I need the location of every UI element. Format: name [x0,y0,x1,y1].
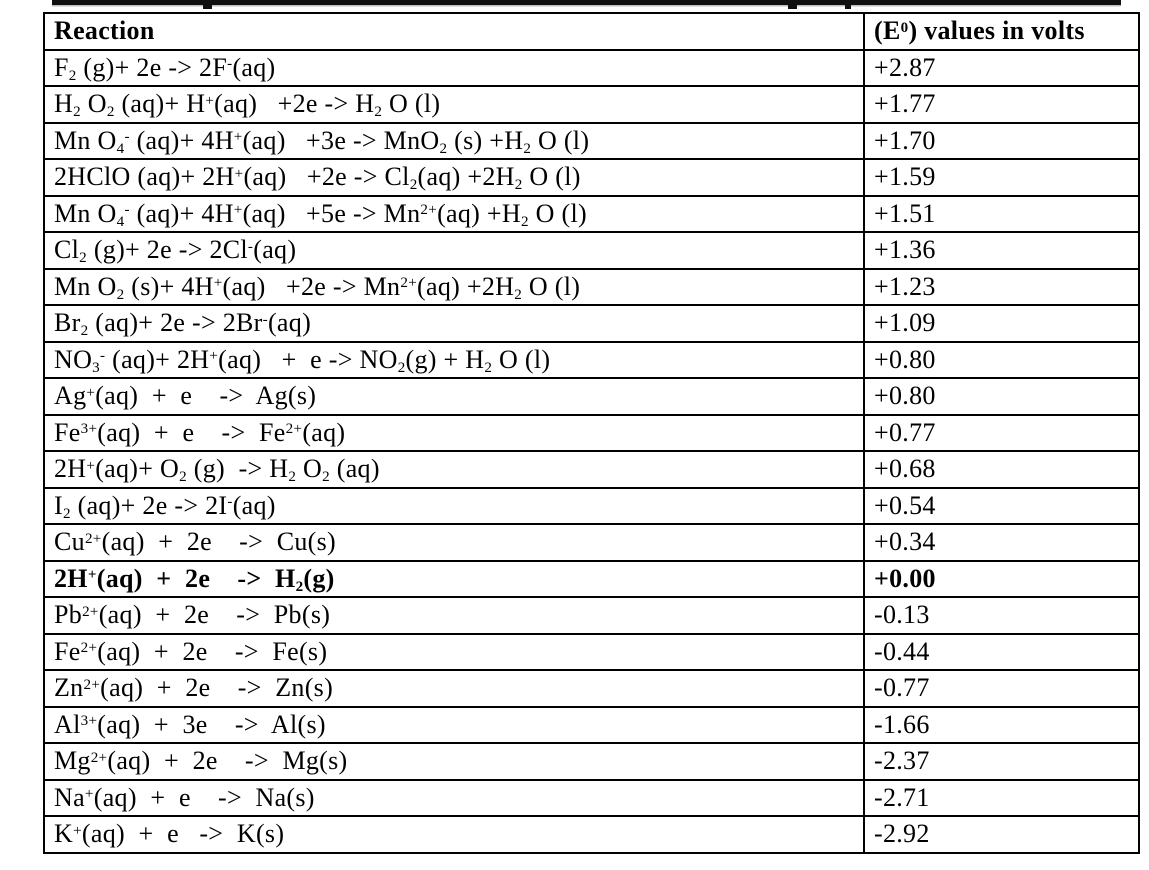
table-row: Cl2 (g)+ 2e -> 2Cl-(aq) +1.36 [43,231,1140,270]
potential-value-cell: +1.70 [863,121,1140,160]
reaction-cell: H2 O2 (aq)+ H+(aq) +2e -> H2 O (l) [43,85,865,124]
reaction-cell: Cu2+(aq) + 2e -> Cu(s) [43,523,865,562]
potential-value-cell: -2.71 [863,778,1140,817]
reaction-cell: Mn O4- (aq)+ 4H+(aq) +3e -> MnO2 (s) +H2… [43,121,865,160]
reaction-cell: Br2 (aq)+ 2e -> 2Br-(aq) [43,304,865,343]
potential-value-cell: -2.92 [863,815,1140,854]
table-row: F2 (g)+ 2e -> 2F-(aq) +2.87 [43,48,1140,87]
potential-value-cell: -1.66 [863,705,1140,744]
table-row: Fe2+(aq) + 2e -> Fe(s) -0.44 [43,632,1140,671]
table-row: Cu2+(aq) + 2e -> Cu(s) +0.34 [43,523,1140,562]
reaction-cell: K+(aq) + e -> K(s) [43,815,865,854]
table-row: Br2 (aq)+ 2e -> 2Br-(aq) +1.09 [43,304,1140,343]
potential-value-cell: +0.80 [863,377,1140,416]
table-row: 2H+(aq)+ O2 (g) -> H2 O2 (aq) +0.68 [43,450,1140,489]
potential-value-cell: +1.36 [863,231,1140,270]
table-row: Na+(aq) + e -> Na(s) -2.71 [43,778,1140,817]
title-descender-mark [203,4,212,9]
header-row: Reaction (E0) values in volts [43,12,1140,51]
table-row: Mn O4- (aq)+ 4H+(aq) +5e -> Mn2+(aq) +H2… [43,194,1140,233]
table-row: NO3- (aq)+ 2H+(aq) + e -> NO2(g) + H2 O … [43,340,1140,379]
potential-value-cell: -2.37 [863,742,1140,781]
table-row: Mn O2 (s)+ 4H+(aq) +2e -> Mn2+(aq) +2H2 … [43,267,1140,306]
table-row: Pb2+(aq) + 2e -> Pb(s) -0.13 [43,596,1140,635]
table-row: Mg2+(aq) + 2e -> Mg(s) -2.37 [43,742,1140,781]
potential-value-cell: +0.68 [863,450,1140,489]
table-row: 2HClO (aq)+ 2H+(aq) +2e -> Cl2(aq) +2H2 … [43,158,1140,197]
potential-value-cell: -0.44 [863,632,1140,671]
potential-value-cell: -0.77 [863,669,1140,708]
potential-value-cell: +1.77 [863,85,1140,124]
potential-value-cell: +0.34 [863,523,1140,562]
table-row: I2 (aq)+ 2e -> 2I-(aq) +0.54 [43,486,1140,525]
reaction-cell: Ag+(aq) + e -> Ag(s) [43,377,865,416]
reaction-cell: Mn O2 (s)+ 4H+(aq) +2e -> Mn2+(aq) +2H2 … [43,267,865,306]
potential-value-cell: +1.51 [863,194,1140,233]
reaction-cell: Cl2 (g)+ 2e -> 2Cl-(aq) [43,231,865,270]
table-row: Zn2+(aq) + 2e -> Zn(s) -0.77 [43,669,1140,708]
reaction-column-header: Reaction [43,12,865,51]
potential-value-cell: +2.87 [863,48,1140,87]
table-row: K+(aq) + e -> K(s) -2.92 [43,815,1140,854]
title-descender-mark [788,4,797,9]
reaction-cell: Al3+(aq) + 3e -> Al(s) [43,705,865,744]
potential-value-cell: +1.23 [863,267,1140,306]
values-column-header: (E0) values in volts [863,12,1140,51]
potential-value-cell: +0.00 [863,559,1140,598]
reaction-cell: Zn2+(aq) + 2e -> Zn(s) [43,669,865,708]
table-row: Mn O4- (aq)+ 4H+(aq) +3e -> MnO2 (s) +H2… [43,121,1140,160]
potential-value-cell: +0.54 [863,486,1140,525]
reaction-cell: 2H+(aq)+ O2 (g) -> H2 O2 (aq) [43,450,865,489]
reaction-cell: Fe2+(aq) + 2e -> Fe(s) [43,632,865,671]
reaction-cell: 2HClO (aq)+ 2H+(aq) +2e -> Cl2(aq) +2H2 … [43,158,865,197]
reaction-cell: Mn O4- (aq)+ 4H+(aq) +5e -> Mn2+(aq) +H2… [43,194,865,233]
table-row: 2H+(aq) + 2e -> H2(g) +0.00 [43,559,1140,598]
potential-value-cell: -0.13 [863,596,1140,635]
title-descender-mark [845,4,851,9]
potential-value-cell: +0.80 [863,340,1140,379]
reaction-cell: Mg2+(aq) + 2e -> Mg(s) [43,742,865,781]
table-row: Ag+(aq) + e -> Ag(s) +0.80 [43,377,1140,416]
reaction-cell: F2 (g)+ 2e -> 2F-(aq) [43,48,865,87]
reaction-cell: NO3- (aq)+ 2H+(aq) + e -> NO2(g) + H2 O … [43,340,865,379]
cropped-title-remnant [52,0,1121,9]
potential-value-cell: +0.77 [863,413,1140,452]
table-row: Al3+(aq) + 3e -> Al(s) -1.66 [43,705,1140,744]
table-body: F2 (g)+ 2e -> 2F-(aq) +2.87 H2 O2 (aq)+ H+… [43,48,1140,854]
potential-value-cell: +1.59 [863,158,1140,197]
reaction-cell: Pb2+(aq) + 2e -> Pb(s) [43,596,865,635]
table-row: H2 O2 (aq)+ H+(aq) +2e -> H2 O (l) +1.77 [43,85,1140,124]
potential-value-cell: +1.09 [863,304,1140,343]
reaction-cell: 2H+(aq) + 2e -> H2(g) [43,559,865,598]
electrode-potentials-table: Reaction (E0) values in volts F2 (g)+ 2e… [43,12,1140,854]
table-row: Fe3+(aq) + e -> Fe2+(aq) +0.77 [43,413,1140,452]
reaction-cell: I2 (aq)+ 2e -> 2I-(aq) [43,486,865,525]
reaction-cell: Na+(aq) + e -> Na(s) [43,778,865,817]
reaction-cell: Fe3+(aq) + e -> Fe2+(aq) [43,413,865,452]
